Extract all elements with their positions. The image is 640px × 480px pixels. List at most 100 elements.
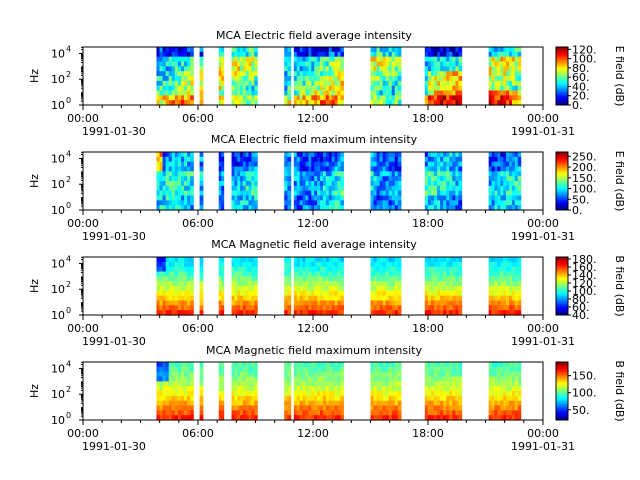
spectrogram-cell	[518, 362, 522, 367]
spectrogram-cell	[287, 391, 291, 396]
spectrogram-cell	[254, 305, 257, 310]
y-axis-label: Hz	[28, 384, 41, 398]
spectrogram-cell	[458, 410, 462, 415]
spectrogram-cell	[398, 152, 402, 157]
spectrogram-cell	[398, 186, 402, 191]
spectrogram-cell	[200, 62, 204, 67]
colorbar: 40.60.80.100.120.140.160.180.	[556, 253, 597, 322]
spectrogram-cell	[458, 62, 462, 67]
spectrogram-cell	[287, 367, 291, 372]
spectrogram-cell	[200, 57, 204, 62]
spectrogram-cell	[190, 406, 194, 411]
spectrogram-cell	[254, 391, 257, 396]
spectrogram-cell	[190, 162, 194, 167]
spectrogram-cell	[200, 377, 204, 382]
spectrogram-cell	[340, 396, 344, 401]
x-tick-label: 18:00	[412, 217, 444, 230]
spectrogram-cell	[221, 296, 224, 301]
spectrogram-cell	[200, 86, 204, 91]
spectrogram-cell	[398, 401, 402, 406]
spectrogram-cell	[200, 52, 204, 57]
spectrogram-cell	[340, 157, 344, 162]
x-tick-label: 00:00	[527, 427, 559, 440]
y-axis-label: Hz	[28, 279, 41, 293]
spectrogram-cell	[398, 47, 402, 52]
spectrogram-cell	[221, 176, 224, 181]
spectrogram-cell	[518, 372, 522, 377]
spectrogram-cell	[254, 267, 257, 272]
spectrogram-cell	[221, 272, 224, 277]
spectrogram-cell	[287, 276, 291, 281]
spectrogram-cell	[458, 286, 462, 291]
spectrogram-cell	[200, 176, 204, 181]
spectrogram-cell	[287, 196, 291, 201]
spectrogram-cell	[200, 367, 204, 372]
spectrogram-cell	[287, 162, 291, 167]
spectrogram-cell	[287, 281, 291, 286]
spectrogram-cell	[200, 391, 204, 396]
spectrogram-cell	[200, 167, 204, 172]
spectrogram-cell	[221, 200, 224, 205]
x-tick-label: 06:00	[182, 217, 214, 230]
spectrogram-cell	[221, 377, 224, 382]
spectrogram-cell	[518, 377, 522, 382]
spectrogram-cell	[398, 406, 402, 411]
spectrogram-cell	[221, 367, 224, 372]
spectrogram-cell	[398, 57, 402, 62]
spectrogram-cell	[458, 257, 462, 262]
spectrogram-cell	[518, 381, 522, 386]
spectrogram-cell	[221, 76, 224, 81]
spectrogram-cell	[190, 386, 194, 391]
spectrogram-cell	[340, 152, 344, 157]
spectrogram-cell	[254, 62, 257, 67]
spectrogram-cell	[340, 386, 344, 391]
spectrogram-cell	[190, 410, 194, 415]
spectrogram-cell	[458, 95, 462, 100]
x-tick-label: 00:00	[67, 322, 99, 335]
spectrogram-cell	[340, 372, 344, 377]
spectrogram-cell	[254, 262, 257, 267]
spectrogram-cell	[398, 391, 402, 396]
spectrogram-cell	[398, 76, 402, 81]
spectrogram-cell	[287, 272, 291, 277]
spectrogram-cell	[518, 391, 522, 396]
spectrogram-cell	[458, 86, 462, 91]
x-tick-label: 18:00	[412, 112, 444, 125]
spectrogram-cell	[287, 71, 291, 76]
spectrogram-cell	[254, 181, 257, 186]
spectrogram-cell	[518, 291, 522, 296]
spectrogram-cell	[518, 47, 522, 52]
panel-title: MCA Electric field average intensity	[216, 29, 412, 42]
spectrogram-cell	[254, 86, 257, 91]
spectrogram-cell	[518, 91, 522, 96]
spectrogram-cell	[340, 267, 344, 272]
y-tick-label: 10	[51, 99, 65, 112]
x-tick-label: 18:00	[412, 427, 444, 440]
spectrogram-cell	[287, 267, 291, 272]
spectrogram-cell	[340, 176, 344, 181]
spectrogram-cell	[340, 76, 344, 81]
spectrogram-cell	[458, 362, 462, 367]
spectrogram-cell	[200, 181, 204, 186]
spectrogram-cell	[340, 286, 344, 291]
spectrogram-cell	[254, 362, 257, 367]
spectrogram-cell	[200, 410, 204, 415]
spectrogram-cell	[190, 57, 194, 62]
spectrogram-cell	[518, 196, 522, 201]
y-tick-exponent: 0	[66, 411, 71, 420]
panel-title: MCA Magnetic field average intensity	[211, 238, 417, 251]
spectrogram-cell	[221, 262, 224, 267]
spectrogram-cell	[287, 157, 291, 162]
spectrogram-cell	[254, 191, 257, 196]
spectrogram-cell	[254, 81, 257, 86]
x-tick-label: 00:00	[67, 427, 99, 440]
spectrogram-cell	[458, 71, 462, 76]
spectrogram-cell	[398, 362, 402, 367]
spectrogram-cell	[458, 386, 462, 391]
spectrogram-cell	[254, 91, 257, 96]
spectrogram-cell	[254, 95, 257, 100]
spectrogram-cell	[221, 391, 224, 396]
spectrogram-cell	[190, 167, 194, 172]
spectrogram-cell	[200, 257, 204, 262]
spectrogram-cell	[340, 167, 344, 172]
